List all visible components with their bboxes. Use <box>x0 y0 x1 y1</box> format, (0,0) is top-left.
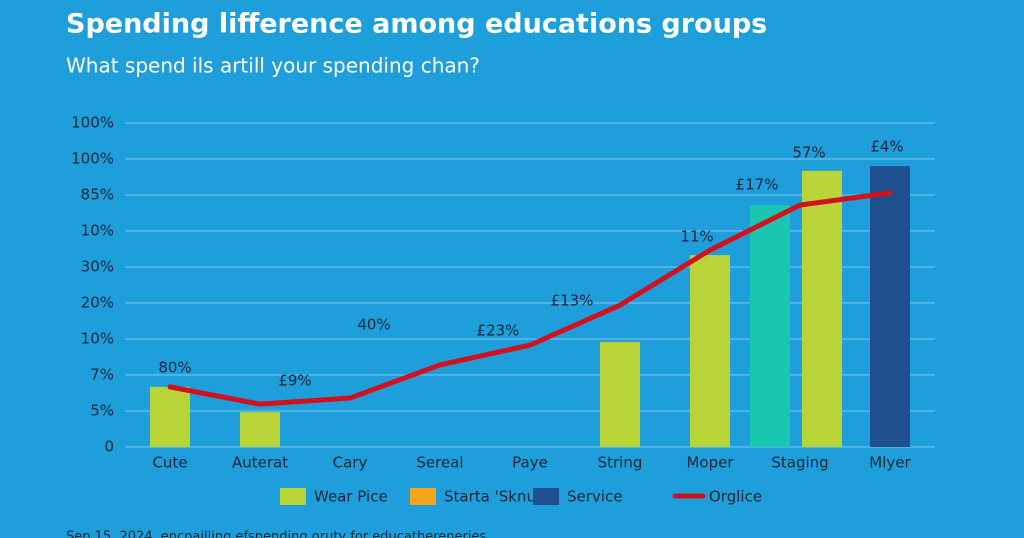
bar <box>600 341 640 447</box>
legend-label: Orglice <box>709 488 762 506</box>
annotation: 11% <box>680 228 713 246</box>
bar <box>750 205 790 447</box>
y-tick-label: 85% <box>81 186 114 204</box>
legend-swatch <box>410 488 436 505</box>
bar <box>870 166 910 447</box>
y-tick-label: 7% <box>90 366 114 384</box>
bar <box>240 412 280 447</box>
bar <box>802 170 842 447</box>
y-tick-label: 30% <box>81 258 114 276</box>
y-tick-label: 10% <box>81 330 114 348</box>
annotation: £13% <box>551 292 594 310</box>
annotation: £17% <box>736 176 779 194</box>
x-tick-label: Cary <box>333 454 368 472</box>
annotation: 57% <box>792 144 825 162</box>
legend-label: Starta 'Sknul <box>444 488 540 506</box>
y-tick-label: 0 <box>104 438 114 456</box>
legend-swatch <box>280 488 306 505</box>
y-tick-label: 5% <box>90 402 114 420</box>
x-tick-label: String <box>598 454 643 472</box>
x-tick-label: Moper <box>686 454 734 472</box>
y-tick-label: 20% <box>81 294 114 312</box>
annotation: 80% <box>158 359 191 377</box>
legend-label: Wear Pice <box>314 488 388 506</box>
y-tick-label: 100% <box>71 150 114 168</box>
x-tick-label: Cute <box>152 454 187 472</box>
annotation: £4% <box>870 138 903 156</box>
annotation: £9% <box>278 372 311 390</box>
chart-title: Spending lifference among educations gro… <box>66 9 767 40</box>
chart-subtitle: What spend ils artill your spending chan… <box>66 54 480 78</box>
legend-swatch <box>533 488 559 505</box>
bar <box>150 386 190 447</box>
x-tick-label: Sereal <box>416 454 463 472</box>
x-tick-label: Auterat <box>232 454 288 472</box>
annotation: £23% <box>477 322 520 340</box>
x-tick-label: Paye <box>512 454 548 472</box>
x-tick-label: Mlyer <box>869 454 911 472</box>
footer: Sep 15, 2024, encpailling efspending oru… <box>66 530 486 538</box>
y-tick-label: 100% <box>71 114 114 132</box>
legend-label: Service <box>567 488 622 506</box>
x-tick-label: Staging <box>771 454 828 472</box>
line <box>167 190 893 407</box>
y-tick-label: 10% <box>81 222 114 240</box>
bar <box>690 255 730 447</box>
annotation: 40% <box>357 316 390 334</box>
